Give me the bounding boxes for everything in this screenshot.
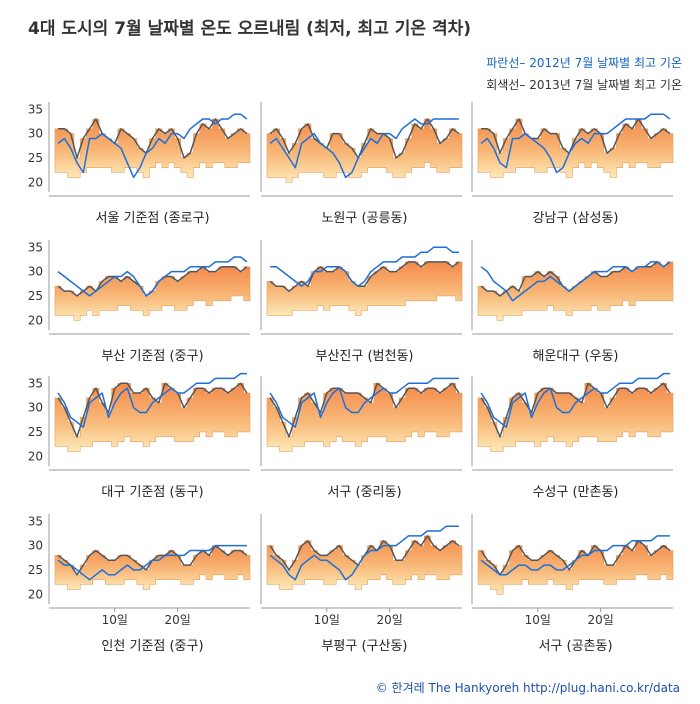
line-2012-max [480, 535, 670, 576]
y-tick-label: 30 [28, 539, 43, 553]
panel-label: 서구 (중리동) [327, 485, 401, 500]
line-2012-max [480, 372, 670, 428]
line-2013-max [269, 261, 460, 292]
y-tick-label: 30 [28, 265, 43, 279]
y-tick-label: 25 [28, 563, 43, 577]
line-2013-max [480, 382, 671, 438]
temperature-band [54, 545, 251, 590]
temperature-band [266, 261, 463, 316]
panel-label: 부산진구 (범천동) [316, 349, 414, 364]
chart-title: 4대 도시의 7월 날짜별 온도 오르내림 (최저, 최고 기온 격차) [28, 19, 471, 39]
line-2012-max [57, 256, 248, 297]
line-2013-max [269, 382, 460, 438]
x-tick-label: 20일 [588, 613, 614, 627]
panel-label: 해운대구 (우동) [532, 349, 618, 364]
panel-label: 서울 기준점 (종로구) [95, 211, 209, 226]
y-tick-label: 20 [28, 587, 43, 601]
panel-label: 강남구 (삼성동) [532, 211, 618, 226]
x-tick-label: 10일 [314, 613, 340, 627]
line-2012-max [57, 113, 248, 179]
panel-label: 수성구 (만촌동) [532, 485, 618, 500]
temperature-band [477, 540, 674, 595]
temperature-band [266, 382, 463, 452]
panel-label: 대구 기준점 (동구) [101, 485, 203, 500]
temperature-band [266, 118, 463, 183]
legend-2013: 회색선– 2013년 7월 날짜별 최고 기온 [486, 78, 682, 92]
y-tick-label: 20 [28, 313, 43, 327]
panel-label: 서구 (공촌동) [538, 639, 612, 654]
temperature-band [54, 382, 251, 452]
panel-label: 노원구 (공릉동) [321, 211, 407, 226]
y-tick-label: 20 [28, 175, 43, 189]
line-2013-max [57, 382, 248, 438]
x-tick-label: 10일 [525, 613, 551, 627]
line-2013-max [58, 118, 248, 159]
x-tick-label: 20일 [165, 613, 191, 627]
legend-2012: 파란선– 2012년 7월 날짜별 최고 기온 [486, 56, 682, 70]
line-2013-max [269, 118, 460, 159]
line-2012-max [269, 525, 459, 581]
x-tick-label: 20일 [377, 613, 403, 627]
line-2012-max [270, 246, 459, 287]
y-tick-label: 35 [28, 376, 43, 390]
y-tick-label: 35 [28, 240, 43, 254]
panel-label: 부평구 (구산동) [321, 639, 407, 654]
line-2012-max [269, 377, 459, 428]
line-2012-max [269, 118, 459, 179]
temperature-band [54, 266, 251, 321]
panel-label: 부산 기준점 (중구) [101, 349, 203, 364]
line-2012-max [480, 113, 671, 174]
y-tick-label: 20 [28, 449, 43, 463]
x-tick-label: 10일 [102, 613, 128, 627]
panel-label: 인천 기준점 (중구) [101, 639, 203, 654]
y-tick-label: 30 [28, 127, 43, 141]
line-2012-max [57, 372, 247, 428]
y-tick-label: 35 [28, 514, 43, 528]
y-tick-label: 35 [28, 102, 43, 116]
line-2012-max [57, 544, 247, 581]
temperature-band [477, 382, 674, 452]
y-tick-label: 30 [28, 401, 43, 415]
y-tick-label: 25 [28, 425, 43, 439]
y-tick-label: 25 [28, 151, 43, 165]
credit-text: © 한겨레 The Hankyoreh http://plug.hani.co.… [375, 681, 680, 695]
y-tick-label: 25 [28, 289, 43, 303]
line-2012-max [480, 261, 671, 302]
